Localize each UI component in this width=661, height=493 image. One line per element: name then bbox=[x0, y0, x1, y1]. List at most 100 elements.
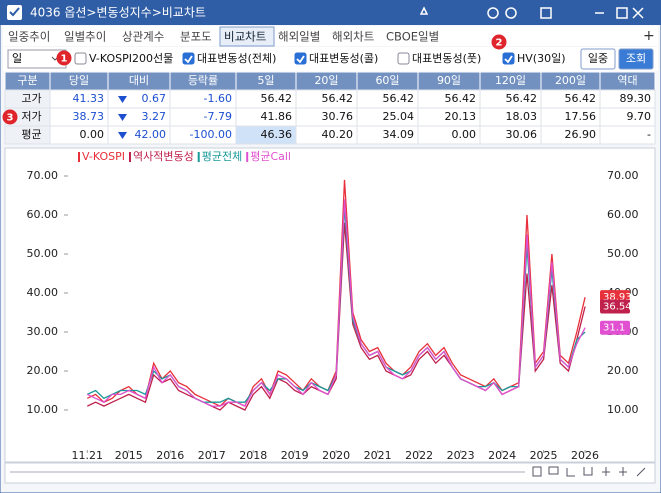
cell-text: -100.00 bbox=[190, 128, 232, 141]
cell-text: 30.76 bbox=[322, 110, 354, 123]
end-label: 31.1 bbox=[603, 323, 625, 334]
tab[interactable]: 상관계수 bbox=[122, 30, 164, 44]
tab[interactable]: 해외일별 bbox=[278, 30, 320, 44]
button-label: 일중 bbox=[588, 51, 608, 65]
x-tick-label: 2026 bbox=[571, 449, 599, 462]
cell-text: 56.42 bbox=[322, 92, 354, 105]
cell-text: 17.56 bbox=[565, 110, 597, 123]
cell-text: 42.00 bbox=[135, 128, 167, 141]
legend-label: 평균전체 bbox=[202, 150, 242, 163]
cell-text: - bbox=[647, 128, 651, 141]
cell-text: 0.67 bbox=[142, 92, 167, 105]
cell-text: 56.42 bbox=[445, 92, 477, 105]
cell-text: 3.27 bbox=[142, 110, 167, 123]
tab[interactable]: 일별추이 bbox=[64, 30, 106, 44]
legend-swatch bbox=[198, 152, 200, 162]
x-tick-label: 2018 bbox=[239, 449, 267, 462]
header-text: 60일 bbox=[375, 73, 399, 87]
cell-text: 89.30 bbox=[620, 92, 652, 105]
x-tick-label: 2025 bbox=[530, 449, 558, 462]
tab[interactable]: 해외차트 bbox=[332, 30, 374, 44]
cell-text: 56.42 bbox=[383, 92, 415, 105]
y2-tick-label: 20.00 bbox=[607, 364, 639, 377]
tab[interactable]: 일중추이 bbox=[8, 30, 50, 44]
y-tick-label: 40.00 bbox=[27, 286, 59, 299]
x-tick-label: 2022 bbox=[405, 449, 433, 462]
tab[interactable]: 분포도 bbox=[180, 30, 212, 44]
y-tick-label: 70.00 bbox=[27, 169, 59, 182]
legend-label: V-KOSPI bbox=[82, 150, 125, 163]
cell-text: 56.42 bbox=[565, 92, 597, 105]
y-tick-label: 50.00 bbox=[27, 247, 59, 260]
cell-text: 30.06 bbox=[506, 128, 538, 141]
checkbox-label: 대표변동성(콜) bbox=[309, 52, 378, 65]
x-tick-label: 11.21 bbox=[72, 449, 104, 462]
header-text: 대비 bbox=[129, 74, 149, 87]
y2-tick-label: 60.00 bbox=[607, 208, 639, 221]
x-tick-label: 2017 bbox=[198, 449, 226, 462]
y-tick-label: 10.00 bbox=[27, 403, 59, 416]
badge-text: 2 bbox=[496, 38, 503, 49]
badge-text: 3 bbox=[7, 113, 14, 124]
legend-label: 평균Call bbox=[250, 150, 291, 163]
cell-text: 40.20 bbox=[322, 128, 354, 141]
x-tick-label: 2020 bbox=[322, 449, 350, 462]
tab[interactable]: 비교차트 bbox=[224, 30, 266, 44]
cell-text: 0.00 bbox=[80, 128, 105, 141]
checkbox-label: V-KOSPI200선물 bbox=[89, 52, 173, 65]
checkbox[interactable] bbox=[75, 53, 86, 64]
y-tick-label: 20.00 bbox=[27, 364, 59, 377]
cell-text: 41.86 bbox=[261, 110, 293, 123]
x-tick-label: 2023 bbox=[447, 449, 475, 462]
cell-text: 20.13 bbox=[445, 110, 477, 123]
cell-text: 56.42 bbox=[261, 92, 293, 105]
checkbox[interactable] bbox=[398, 53, 409, 64]
cell-text: -7.79 bbox=[204, 110, 232, 123]
row-label: 고가 bbox=[21, 92, 41, 105]
checkbox-label: 대표변동성(풋) bbox=[412, 52, 481, 65]
row-label: 저가 bbox=[21, 110, 41, 123]
cell-text: 9.70 bbox=[627, 110, 652, 123]
tab-add[interactable]: + bbox=[643, 28, 655, 44]
y-tick-label: 60.00 bbox=[27, 208, 59, 221]
badge-text: 1 bbox=[61, 54, 68, 65]
x-tick-label: 2016 bbox=[156, 449, 184, 462]
legend-label: 역사적변동성 bbox=[133, 150, 194, 163]
legend-swatch bbox=[246, 152, 248, 162]
x-tick-label: 2021 bbox=[364, 449, 392, 462]
cell-text: 46.36 bbox=[261, 128, 293, 141]
header-text: 5일 bbox=[257, 73, 274, 87]
cell-text: 18.03 bbox=[506, 110, 538, 123]
header-text: 120일 bbox=[495, 73, 526, 87]
checkbox-label: 대표변동성(전체) bbox=[197, 52, 276, 65]
cell-text: 26.90 bbox=[565, 128, 597, 141]
chart-panel bbox=[5, 148, 655, 462]
button-label: 조회 bbox=[626, 52, 646, 65]
header-text: 당일 bbox=[69, 73, 89, 87]
y2-tick-label: 70.00 bbox=[607, 169, 639, 182]
cell-text: -1.60 bbox=[204, 92, 232, 105]
end-label: 36.54 bbox=[603, 301, 632, 312]
x-tick-label: 2015 bbox=[115, 449, 143, 462]
y2-tick-label: 10.00 bbox=[607, 403, 639, 416]
x-tick-label: 2024 bbox=[488, 449, 516, 462]
header-text: 200일 bbox=[555, 73, 586, 87]
y-tick-label: 30.00 bbox=[27, 325, 59, 338]
tab[interactable]: CBOE일별 bbox=[386, 30, 439, 44]
x-tick-label: 2019 bbox=[281, 449, 309, 462]
window-title: 4036 옵션>변동성지수>비교차트 bbox=[30, 6, 206, 20]
header-text: 20일 bbox=[314, 73, 338, 87]
cell-text: 25.04 bbox=[383, 110, 415, 123]
header-text: 역대 bbox=[617, 74, 637, 87]
legend-swatch bbox=[78, 152, 80, 162]
cell-text: 38.73 bbox=[73, 110, 105, 123]
header-text: 구분 bbox=[17, 74, 37, 87]
cell-text: 0.00 bbox=[452, 128, 477, 141]
legend-swatch bbox=[129, 152, 131, 162]
cell-text: 41.33 bbox=[73, 92, 105, 105]
cell-text: 56.42 bbox=[506, 92, 538, 105]
header-text: 90일 bbox=[437, 73, 461, 87]
period-value: 일 bbox=[12, 51, 22, 65]
